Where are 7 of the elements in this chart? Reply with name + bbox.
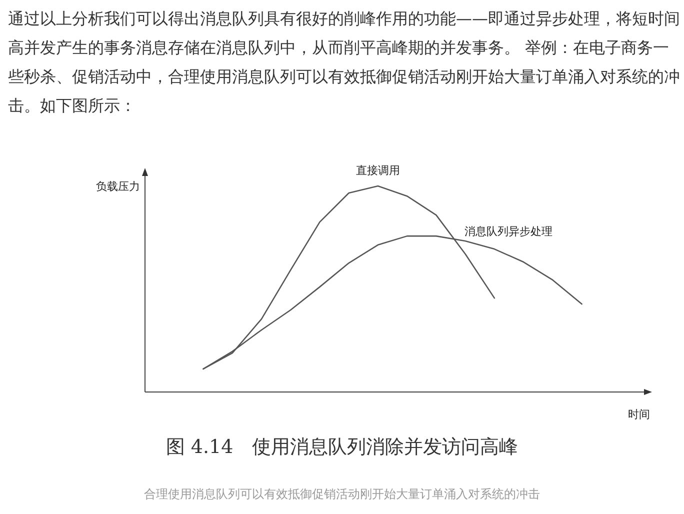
series-label: 直接调用	[356, 164, 400, 177]
text: 通过以上分析我们可以得出消息队列具有很好的削峰作用的功能——即通过异步处理，将短时间高并发产生的事务消息存储在消息队列中，从而削平高峰期的并发事务。 举例：在电子商务一些秒杀、促销活动中，合理使用消息队列可以有效抵御促销活动刚开始大量订单涌入对系统的冲击。如下图所示：	[8, 8, 681, 117]
caption: 图 4.14 使用消息队列消除并发访问高峰	[164, 435, 520, 460]
x-axis-title: 时间	[628, 408, 650, 421]
text: 合理使用消息队列可以有效抵御促销活动刚开始大量订单涌入对系统的冲击	[143, 486, 541, 503]
series-label: 消息队列异步处理	[464, 225, 552, 238]
y-axis-title: 负载压力	[96, 180, 140, 193]
